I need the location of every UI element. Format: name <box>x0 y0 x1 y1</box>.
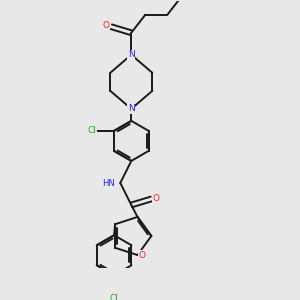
Text: O: O <box>103 22 110 31</box>
Text: O: O <box>138 250 145 260</box>
Text: N: N <box>128 50 135 59</box>
Text: HN: HN <box>102 179 115 188</box>
Text: Cl: Cl <box>88 126 96 135</box>
Text: N: N <box>128 104 135 113</box>
Text: Cl: Cl <box>110 294 118 300</box>
Text: O: O <box>153 194 160 203</box>
